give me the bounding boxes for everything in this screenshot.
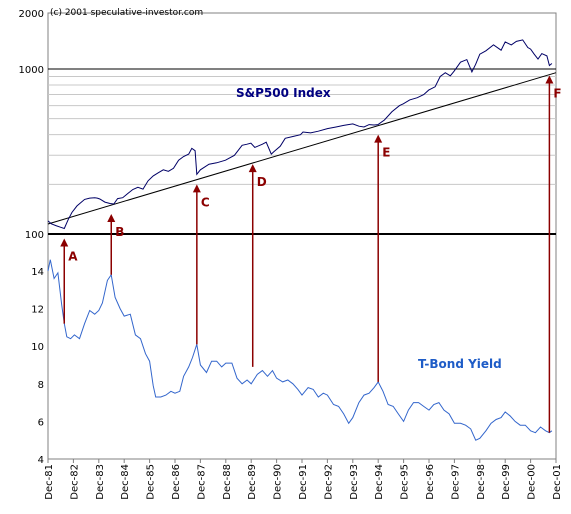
x-tick-label: Dec-96 bbox=[425, 464, 436, 500]
spx-label: S&P500 Index bbox=[236, 86, 331, 100]
annotation-arrowhead bbox=[545, 75, 554, 84]
x-tick-label: Dec-89 bbox=[247, 464, 258, 500]
x-tick-label: Dec-90 bbox=[273, 464, 284, 500]
annotation-label-e: E bbox=[382, 146, 390, 160]
x-tick-label: Dec-81 bbox=[44, 464, 55, 500]
spx-line bbox=[47, 39, 553, 230]
annotation-label-d: D bbox=[257, 175, 267, 189]
bond-tick-label: 10 bbox=[31, 342, 44, 353]
x-tick-label: Dec-82 bbox=[69, 464, 80, 500]
annotation-label-a: A bbox=[68, 249, 78, 263]
x-tick-label: Dec-95 bbox=[400, 464, 411, 500]
annotation-arrowhead bbox=[374, 134, 383, 143]
annotations: A B C D E F bbox=[60, 75, 562, 433]
spx-trendline bbox=[47, 72, 557, 225]
x-tick-label: Dec-83 bbox=[95, 464, 106, 500]
bond-line bbox=[47, 259, 553, 441]
x-tick-label: Dec-87 bbox=[196, 464, 207, 500]
annotation-arrowhead bbox=[60, 238, 69, 247]
x-tick-label: Dec-86 bbox=[171, 464, 182, 500]
annotation-arrowhead bbox=[248, 164, 257, 173]
bond-tick-label: 4 bbox=[38, 455, 44, 466]
spx-tick-label: 100 bbox=[25, 230, 44, 241]
bond-tick-label: 12 bbox=[31, 305, 44, 316]
x-tick-label: Dec-85 bbox=[146, 464, 157, 500]
bond-tick-label: 14 bbox=[31, 267, 44, 278]
x-tick-label: Dec-97 bbox=[450, 464, 461, 500]
spx-tick-label: 1000 bbox=[19, 65, 44, 76]
series bbox=[47, 39, 557, 441]
plot-frame bbox=[47, 12, 557, 460]
copyright-text: (c) 2001 speculative-investor.com bbox=[50, 8, 203, 18]
bond-tick-label: 8 bbox=[38, 380, 44, 391]
x-tick-label: Dec-00 bbox=[527, 464, 538, 500]
x-tick-label: Dec-94 bbox=[374, 464, 385, 500]
annotation-label-f: F bbox=[553, 87, 561, 101]
tbond-label: T-Bond Yield bbox=[418, 357, 502, 371]
gridlines bbox=[48, 68, 556, 235]
x-tick-label: Dec-98 bbox=[476, 464, 487, 500]
bond-tick-label: 6 bbox=[38, 417, 44, 428]
x-tick-label: Dec-84 bbox=[120, 464, 131, 500]
x-tick-label: Dec-91 bbox=[298, 464, 309, 500]
annotation-arrowhead bbox=[107, 213, 116, 222]
x-tick-label: Dec-88 bbox=[222, 464, 233, 500]
x-tick-label: Dec-92 bbox=[323, 464, 334, 500]
annotation-arrowhead bbox=[192, 184, 201, 193]
annotation-label-b: B bbox=[115, 225, 124, 239]
x-tick-label: Dec-99 bbox=[501, 464, 512, 500]
annotation-label-c: C bbox=[201, 195, 210, 209]
x-tick-label: Dec-93 bbox=[349, 464, 360, 500]
x-tick-label: Dec-01 bbox=[552, 464, 563, 500]
spx-tick-label: 2000 bbox=[19, 9, 44, 20]
